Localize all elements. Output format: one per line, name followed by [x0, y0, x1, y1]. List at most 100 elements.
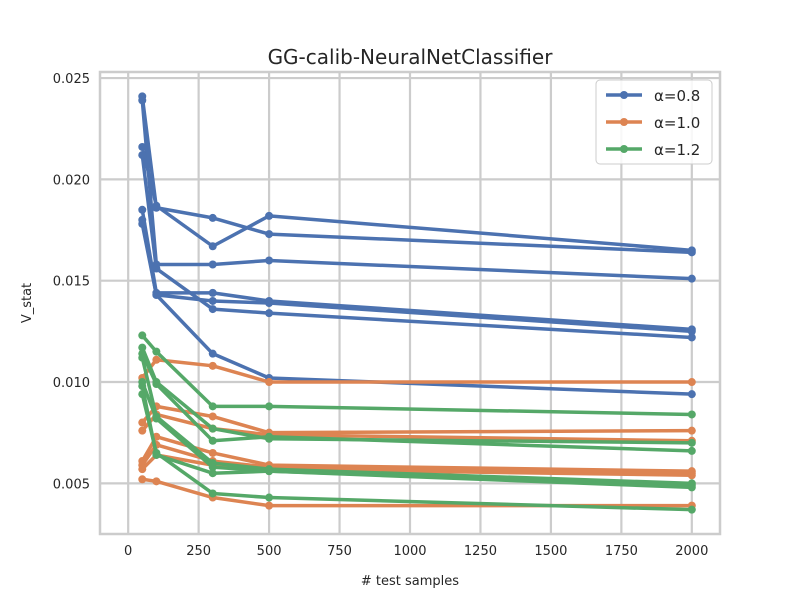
series-0-line-1 [138, 96, 696, 283]
x-axis-ticks: 0 250 500 750 1000 1250 1500 1750 2000 [124, 544, 708, 559]
legend-swatch-marker [620, 91, 628, 99]
data-point [208, 424, 217, 433]
data-point [208, 349, 217, 358]
x-axis-label: # test samples [361, 574, 459, 589]
data-point [687, 333, 696, 342]
data-point [138, 475, 147, 484]
series-1-line-3 [138, 432, 696, 476]
data-point [208, 402, 217, 411]
legend-label: α=0.8 [654, 87, 700, 105]
series-0-line-2 [138, 142, 696, 255]
data-point [265, 467, 274, 476]
data-point [138, 219, 147, 228]
data-point [208, 288, 217, 297]
data-point [138, 418, 147, 427]
data-point [208, 436, 217, 445]
data-point [265, 402, 274, 411]
data-point [138, 142, 147, 151]
data-point [138, 205, 147, 214]
legend: α=0.8 α=1.0 α=1.2 [595, 79, 713, 165]
data-point [208, 305, 217, 314]
data-point [152, 414, 161, 423]
data-point [152, 477, 161, 486]
data-point [138, 331, 147, 340]
data-point [208, 412, 217, 421]
data-point [687, 274, 696, 283]
data-point [208, 213, 217, 222]
data-point [687, 471, 696, 480]
data-point [687, 438, 696, 447]
data-point [265, 493, 274, 502]
data-point [687, 410, 696, 419]
legend-swatch-marker [620, 118, 628, 126]
data-point [208, 361, 217, 370]
data-point [208, 242, 217, 251]
data-point [152, 264, 161, 273]
data-point [208, 296, 217, 305]
data-point [687, 246, 696, 255]
data-point [152, 380, 161, 389]
x-tick-label: 750 [327, 544, 352, 559]
data-point [152, 355, 161, 364]
data-point [138, 390, 147, 399]
data-point [687, 483, 696, 492]
y-tick-label: 0.020 [53, 173, 90, 188]
x-tick-label: 1750 [605, 544, 638, 559]
x-tick-label: 500 [257, 544, 282, 559]
y-axis-ticks: 0.005 0.010 0.015 0.020 0.025 [53, 72, 90, 492]
data-point [687, 327, 696, 336]
data-point [152, 347, 161, 356]
x-tick-label: 1000 [393, 544, 426, 559]
x-tick-label: 250 [186, 544, 211, 559]
series-lines [138, 92, 696, 514]
y-tick-label: 0.025 [53, 72, 90, 87]
data-point [687, 390, 696, 399]
series-2-line-6 [138, 390, 696, 514]
data-point [265, 309, 274, 318]
data-point [687, 426, 696, 435]
chart-title: GG-calib-NeuralNetClassifier [268, 45, 554, 69]
data-point [152, 448, 161, 457]
y-tick-label: 0.010 [53, 376, 90, 391]
x-tick-label: 1500 [534, 544, 567, 559]
series-1-line-6 [138, 475, 696, 510]
data-point [208, 260, 217, 269]
data-point [138, 96, 147, 105]
y-tick-label: 0.015 [53, 275, 90, 290]
data-point [687, 505, 696, 514]
data-point [138, 426, 147, 435]
legend-label: α=1.0 [654, 114, 700, 132]
x-tick-label: 1250 [464, 544, 497, 559]
data-point [265, 299, 274, 307]
data-point [152, 290, 161, 299]
legend-box [595, 79, 713, 165]
data-point [138, 343, 147, 352]
legend-swatch-marker [620, 145, 628, 153]
data-point [265, 211, 274, 220]
series-1-line-1 [138, 402, 696, 437]
x-tick-label: 0 [124, 544, 132, 559]
data-point [208, 469, 217, 478]
y-tick-label: 0.005 [53, 477, 90, 492]
data-point [208, 463, 217, 472]
x-tick-label: 2000 [675, 544, 708, 559]
data-point [687, 446, 696, 455]
series-0-line-3 [138, 151, 696, 342]
data-point [265, 378, 274, 387]
data-point [265, 256, 274, 265]
legend-label: α=1.2 [654, 141, 700, 159]
data-point [138, 465, 147, 474]
series-2-line-0 [138, 331, 696, 419]
data-point [265, 501, 274, 510]
data-point [138, 382, 147, 391]
data-point [138, 353, 147, 362]
data-point [265, 432, 274, 441]
data-point [208, 489, 217, 498]
data-point [152, 201, 161, 210]
y-axis-label: V_stat [20, 283, 35, 323]
data-point [265, 230, 274, 239]
data-point [687, 378, 696, 387]
data-point [138, 151, 147, 160]
